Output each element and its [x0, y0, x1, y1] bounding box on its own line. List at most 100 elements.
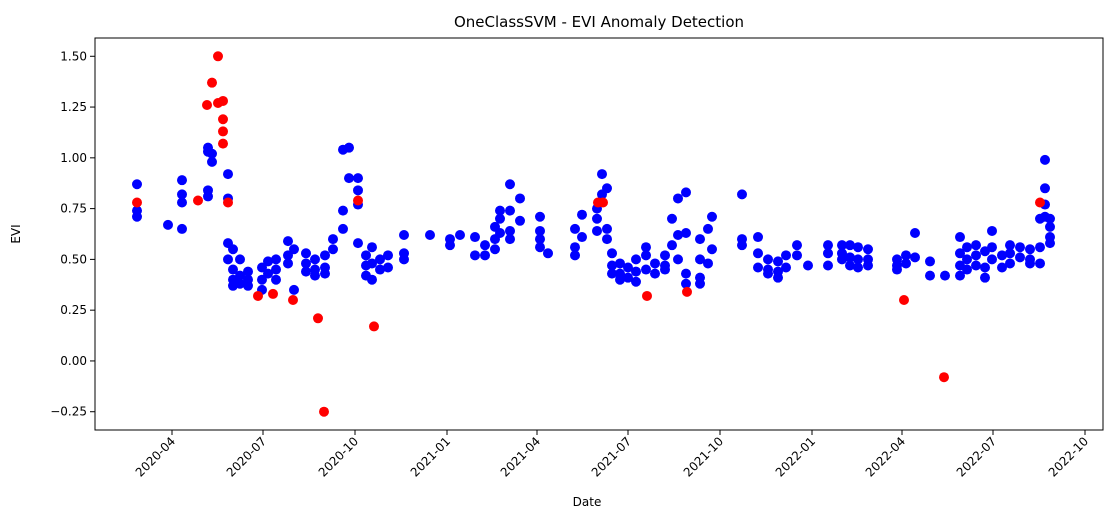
point [132, 211, 142, 222]
point [263, 256, 273, 267]
point [271, 274, 281, 285]
point [623, 262, 633, 273]
point [901, 258, 911, 269]
point [631, 254, 641, 265]
point [853, 242, 863, 253]
x-tick-label: 2022-04 [863, 434, 908, 479]
point [1025, 258, 1035, 269]
point [753, 248, 763, 259]
point [962, 264, 972, 275]
point [515, 215, 525, 226]
point [163, 219, 173, 230]
point [853, 254, 863, 265]
point [344, 142, 354, 153]
y-tick-label: 0.25 [60, 303, 87, 317]
point [218, 114, 228, 125]
point [707, 244, 717, 255]
point [505, 179, 515, 190]
x-tick-label: 2022-10 [1046, 434, 1091, 479]
point [367, 274, 377, 285]
point [673, 230, 683, 241]
point [271, 254, 281, 265]
point [863, 244, 873, 255]
point [892, 264, 902, 275]
point [681, 187, 691, 198]
point [1035, 258, 1045, 269]
point [253, 290, 263, 301]
point [1025, 244, 1035, 255]
point [495, 205, 505, 216]
point [987, 225, 997, 236]
point [955, 248, 965, 259]
point [602, 234, 612, 245]
y-axis-label: EVI [9, 224, 23, 243]
point [641, 264, 651, 275]
point [218, 95, 228, 106]
point [962, 254, 972, 265]
point [899, 295, 909, 306]
point [1045, 238, 1055, 249]
point [328, 244, 338, 255]
point [641, 250, 651, 261]
point [383, 250, 393, 261]
point [535, 211, 545, 222]
point [737, 240, 747, 251]
y-tick-label: 0.50 [60, 252, 87, 266]
point [925, 270, 935, 281]
point [223, 169, 233, 180]
point [353, 185, 363, 196]
point [925, 256, 935, 267]
point [328, 234, 338, 245]
point [1035, 242, 1045, 253]
point [1005, 240, 1015, 251]
x-tick-label: 2021-07 [589, 434, 634, 479]
point [383, 262, 393, 273]
point [268, 288, 278, 299]
point [543, 248, 553, 259]
point [320, 268, 330, 279]
point [955, 270, 965, 281]
point [598, 197, 608, 208]
point [338, 223, 348, 234]
point [863, 260, 873, 271]
point [682, 286, 692, 297]
point [235, 254, 245, 265]
point [283, 236, 293, 247]
point [837, 254, 847, 265]
point [615, 274, 625, 285]
point [319, 406, 329, 417]
x-tick-label: 2020-04 [133, 434, 178, 479]
point [470, 232, 480, 243]
point [592, 225, 602, 236]
point [695, 254, 705, 265]
point [535, 234, 545, 245]
point [673, 254, 683, 265]
point [631, 276, 641, 287]
point [1015, 252, 1025, 263]
plot-area [132, 51, 1055, 417]
point [823, 240, 833, 251]
point [1040, 154, 1050, 165]
point [223, 254, 233, 265]
x-tick-label: 2020-10 [316, 434, 361, 479]
y-tick-label: 1.50 [60, 49, 87, 63]
point [602, 223, 612, 234]
point [987, 254, 997, 265]
y-tick-label: 0.75 [60, 202, 87, 216]
point [962, 242, 972, 253]
point [615, 258, 625, 269]
point [607, 260, 617, 271]
point [773, 272, 783, 283]
point [310, 254, 320, 265]
point [673, 193, 683, 204]
point [753, 232, 763, 243]
x-tick-label: 2021-01 [408, 434, 453, 479]
point [257, 274, 267, 285]
point [202, 100, 212, 111]
point [910, 252, 920, 263]
x-tick-label: 2021-04 [498, 434, 543, 479]
point [607, 248, 617, 259]
point [763, 268, 773, 279]
point [177, 223, 187, 234]
